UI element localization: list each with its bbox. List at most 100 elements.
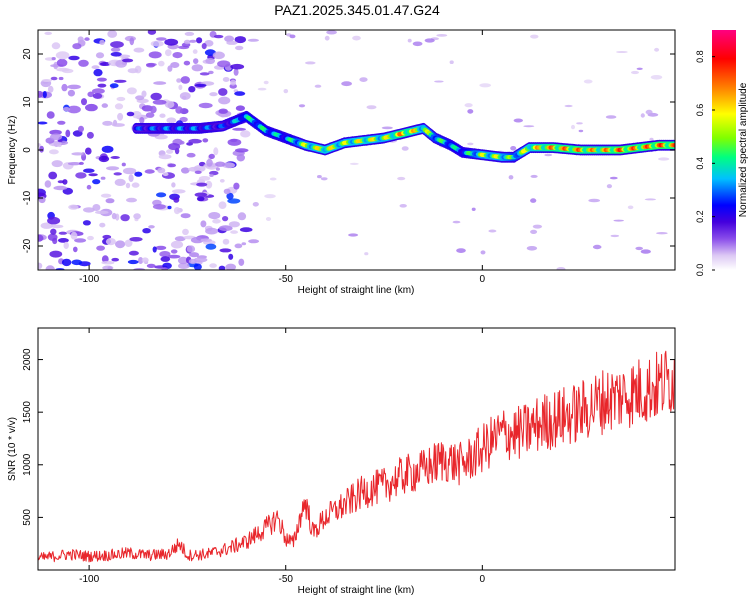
noise-blob xyxy=(51,160,63,168)
noise-blob xyxy=(44,31,52,35)
noise-blob xyxy=(289,34,296,39)
noise-blob xyxy=(208,153,215,160)
noise-blob xyxy=(234,243,243,249)
noise-blob xyxy=(188,86,196,93)
noise-blob xyxy=(57,238,69,243)
noise-blob xyxy=(324,35,330,41)
noise-blob xyxy=(217,60,231,68)
noise-blob xyxy=(650,75,663,80)
noise-blob xyxy=(222,238,230,245)
noise-blob xyxy=(51,57,56,61)
noise-blob xyxy=(113,172,122,176)
noise-blob xyxy=(407,38,412,43)
noise-blob xyxy=(317,175,322,179)
noise-blob xyxy=(314,84,322,88)
noise-blob xyxy=(576,122,583,125)
noise-blob xyxy=(183,60,191,66)
noise-blob xyxy=(146,263,156,268)
noise-blob xyxy=(61,258,72,267)
noise-blob xyxy=(70,231,78,240)
noise-blob xyxy=(564,104,573,108)
noise-blob xyxy=(158,60,165,67)
noise-blob xyxy=(530,198,537,203)
noise-blob xyxy=(38,121,48,125)
noise-blob xyxy=(74,238,87,243)
noise-blob xyxy=(189,39,197,43)
noise-blob xyxy=(196,196,205,202)
x-tick-label: 0 xyxy=(480,274,486,285)
noise-blob xyxy=(488,229,497,233)
noise-blob xyxy=(124,239,133,247)
noise-blob xyxy=(152,99,167,105)
noise-blob xyxy=(212,51,225,60)
noise-blob xyxy=(65,129,71,138)
noise-blob xyxy=(86,131,94,139)
noise-blob xyxy=(42,91,47,98)
noise-blob xyxy=(78,125,84,133)
heatmap-layer xyxy=(38,30,675,270)
noise-blob xyxy=(209,173,214,177)
y-tick-label: -10 xyxy=(22,190,33,205)
noise-blob xyxy=(38,234,44,242)
noise-blob xyxy=(50,228,57,235)
noise-blob xyxy=(544,153,553,157)
noise-blob xyxy=(341,81,352,87)
noise-blob xyxy=(165,49,172,57)
noise-blob xyxy=(401,146,409,151)
noise-blob xyxy=(183,39,191,45)
noise-blob xyxy=(181,167,190,174)
noise-blob xyxy=(147,30,157,35)
noise-blob xyxy=(145,112,155,118)
noise-blob xyxy=(150,40,164,47)
noise-blob xyxy=(606,184,613,189)
noise-blob xyxy=(232,127,247,131)
noise-blob xyxy=(658,157,670,161)
noise-blob xyxy=(91,65,100,70)
noise-blob xyxy=(200,238,212,242)
colorbar-tick-label: 0.2 xyxy=(695,210,705,223)
noise-blob xyxy=(222,216,229,222)
y-tick-label: 0 xyxy=(22,147,33,153)
noise-blob xyxy=(467,142,474,146)
noise-blob xyxy=(167,65,173,72)
noise-blob xyxy=(201,43,207,50)
noise-blob xyxy=(67,105,81,114)
snr-x-label: Height of straight line (km) xyxy=(298,585,415,596)
noise-blob xyxy=(146,63,156,68)
noise-blob xyxy=(225,263,236,270)
noise-blob xyxy=(349,162,359,165)
noise-blob xyxy=(263,80,269,85)
noise-blob xyxy=(71,259,83,266)
noise-blob xyxy=(198,176,211,181)
noise-blob xyxy=(131,182,140,188)
noise-blob xyxy=(222,77,230,82)
noise-blob xyxy=(636,67,643,71)
noise-blob xyxy=(238,258,245,266)
noise-blob xyxy=(51,224,64,229)
noise-blob xyxy=(226,192,234,200)
noise-blob xyxy=(92,204,101,211)
noise-blob xyxy=(172,52,183,59)
noise-blob xyxy=(122,58,134,63)
noise-blob xyxy=(92,93,103,99)
noise-blob xyxy=(75,172,87,179)
y-tick-label: 500 xyxy=(22,509,33,526)
noise-blob xyxy=(111,257,119,262)
noise-blob xyxy=(73,246,78,253)
noise-blob xyxy=(212,219,221,224)
noise-blob xyxy=(209,263,217,268)
noise-blob xyxy=(592,244,602,250)
noise-blob xyxy=(223,188,231,195)
noise-blob xyxy=(115,240,126,249)
noise-blob xyxy=(627,205,634,210)
noise-blob xyxy=(92,88,105,94)
noise-blob xyxy=(644,198,657,201)
noise-blob xyxy=(122,167,137,175)
noise-blob xyxy=(252,202,259,207)
snr-x-axis: -100 -50 0 xyxy=(79,328,486,585)
noise-blob xyxy=(233,68,239,76)
noise-blob xyxy=(170,249,178,254)
noise-blob xyxy=(56,67,70,72)
noise-blob xyxy=(228,253,234,260)
